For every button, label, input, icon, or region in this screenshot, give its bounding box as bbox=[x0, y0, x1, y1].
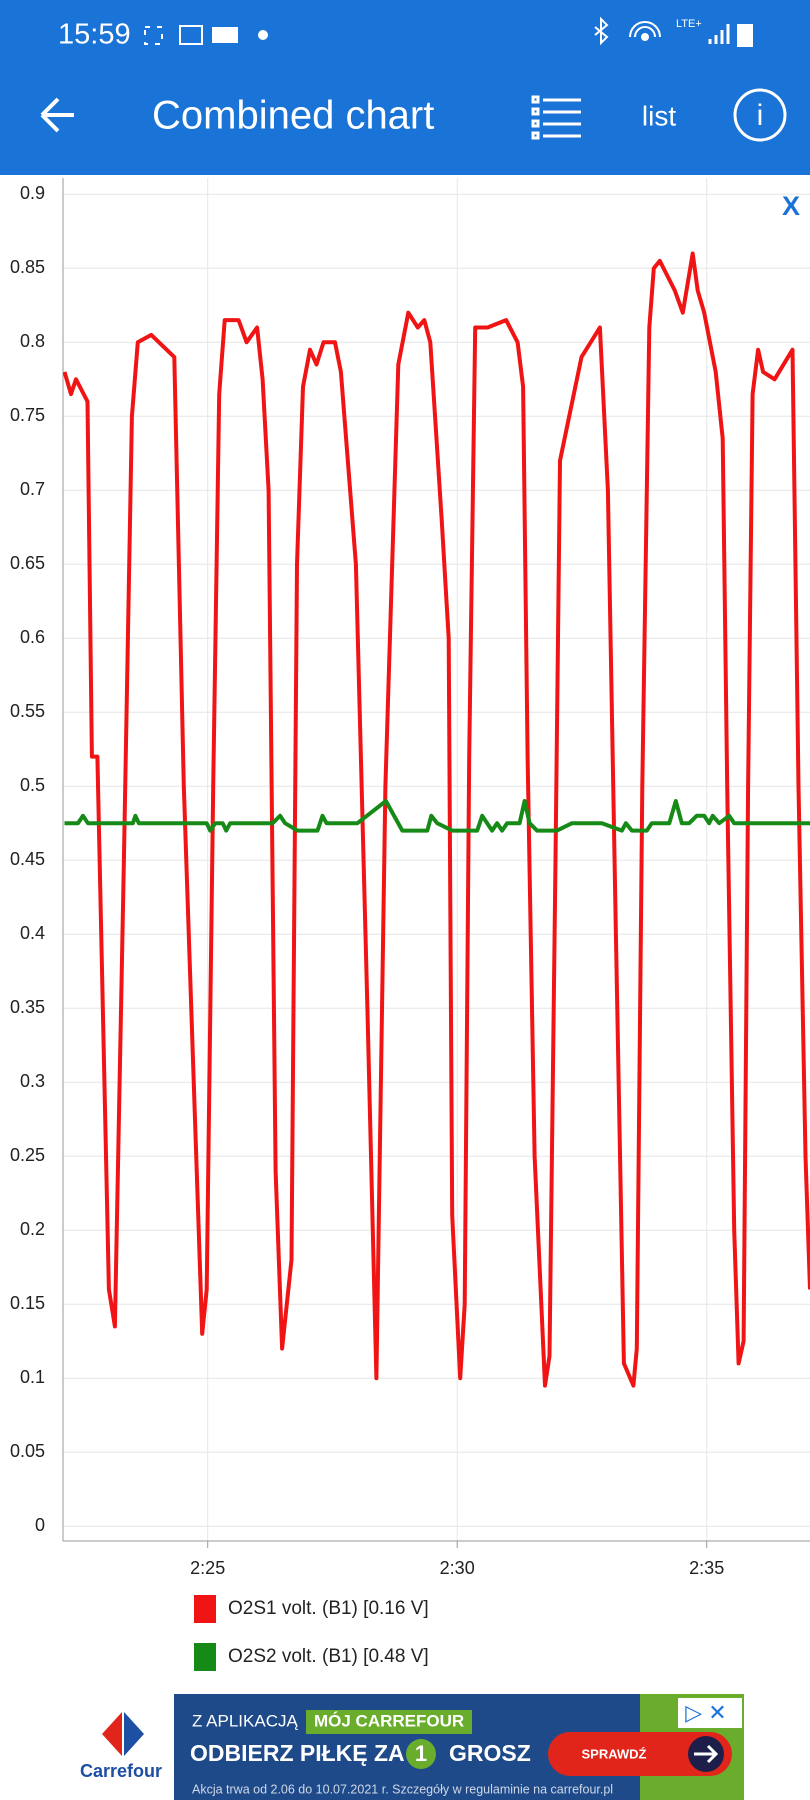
y-tick-label: 0.7 bbox=[20, 479, 45, 499]
ad-arrow-icon bbox=[694, 1744, 719, 1764]
legend-label: O2S2 volt. (B1) [0.48 V] bbox=[228, 1646, 429, 1667]
y-tick-label: 0.45 bbox=[10, 849, 45, 869]
y-tick-label: 0.85 bbox=[10, 257, 45, 277]
legend-swatch bbox=[194, 1643, 216, 1671]
ad-terms: Akcja trwa od 2.06 do 10.07.2021 r. Szcz… bbox=[192, 1782, 613, 1796]
ad-cta: SPRAWDŹ bbox=[582, 1746, 647, 1761]
ad-headline: ODBIERZ PIŁKĘ ZA bbox=[190, 1740, 405, 1766]
y-tick-label: 0.1 bbox=[20, 1367, 45, 1387]
y-tick-label: 0.35 bbox=[10, 997, 45, 1017]
y-tick-label: 0.2 bbox=[20, 1219, 45, 1239]
ad-logo-area bbox=[0, 1694, 174, 1800]
series-line bbox=[64, 799, 810, 833]
y-tick-label: 0.4 bbox=[20, 923, 45, 943]
ad-price: 1 bbox=[415, 1741, 427, 1766]
info-icon: i bbox=[757, 99, 764, 132]
x-tick-label: 2:35 bbox=[689, 1558, 724, 1578]
list-icon[interactable] bbox=[531, 95, 581, 140]
ad-logo-right bbox=[124, 1712, 144, 1756]
legend-label: O2S1 volt. (B1) [0.16 V] bbox=[228, 1598, 429, 1619]
y-tick-label: 0.9 bbox=[20, 183, 45, 203]
back-button[interactable] bbox=[40, 97, 74, 133]
ad-app-badge bbox=[306, 1710, 472, 1734]
y-tick-label: 0.15 bbox=[10, 1293, 45, 1313]
y-tick-label: 0.5 bbox=[20, 775, 45, 795]
ad-brand: Carrefour bbox=[80, 1761, 162, 1781]
list-button[interactable]: list bbox=[642, 100, 676, 131]
ad-app-name: MÓJ CARREFOUR bbox=[314, 1711, 464, 1730]
status-time: 15:59 bbox=[58, 19, 131, 51]
ad-price-badge bbox=[406, 1739, 436, 1769]
x-tick-label: 2:30 bbox=[440, 1558, 475, 1578]
y-tick-label: 0.25 bbox=[10, 1145, 45, 1165]
ad-line1: Z APLIKACJĄ bbox=[192, 1711, 298, 1730]
info-button[interactable] bbox=[733, 88, 787, 142]
app-header bbox=[0, 0, 810, 175]
status-icons bbox=[144, 16, 753, 47]
ad-unit: GROSZ bbox=[449, 1740, 531, 1766]
y-tick-label: 0.6 bbox=[20, 627, 45, 647]
close-chart[interactable]: X bbox=[782, 191, 800, 221]
app-title: Combined chart bbox=[152, 94, 434, 138]
x-tick-label: 2:25 bbox=[190, 1558, 225, 1578]
y-tick-label: 0.8 bbox=[20, 331, 45, 351]
ad-choices[interactable] bbox=[678, 1698, 742, 1728]
ad-logo-left bbox=[102, 1712, 122, 1756]
y-tick-label: 0.55 bbox=[10, 701, 45, 721]
chart: 0 0.05 0.1 0.15 0.2 0.25 0.3 0.35 0.4 0.45 0.5 0.55… bbox=[10, 178, 810, 1671]
y-tick-label: 0 bbox=[35, 1515, 45, 1535]
y-tick-label: 0.65 bbox=[10, 553, 45, 573]
status-network: LTE+ bbox=[676, 18, 702, 30]
y-tick-label: 0.05 bbox=[10, 1441, 45, 1461]
y-tick-label: 0.75 bbox=[10, 405, 45, 425]
legend-swatch bbox=[194, 1595, 216, 1623]
ad-cta-button[interactable] bbox=[548, 1732, 732, 1776]
plot-area bbox=[63, 251, 810, 1388]
series-line bbox=[63, 251, 810, 1388]
y-tick-label: 0.3 bbox=[20, 1071, 45, 1091]
ad-choices-icon: ▷ ✕ bbox=[685, 1700, 726, 1725]
